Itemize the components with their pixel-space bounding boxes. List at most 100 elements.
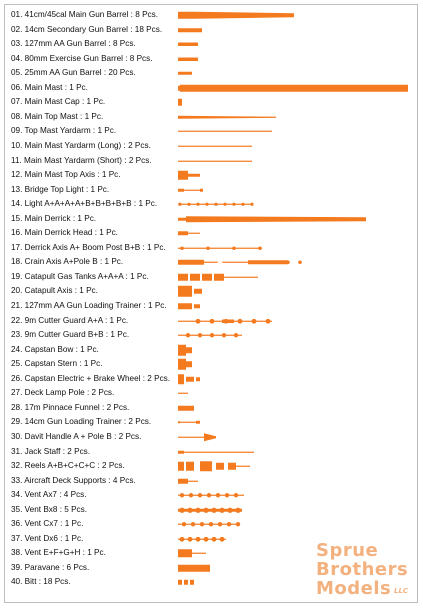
part-row: 37. Vent Dx6 : 1 Pc.: [0, 532, 423, 547]
part-illustration: [178, 260, 302, 266]
part-row: 13. Bridge Top Light : 1 Pc.: [0, 183, 423, 198]
part-illustration: [178, 202, 254, 206]
part-row: 04. 80mm Exercise Gun Barrel : 8 Pcs.: [0, 52, 423, 67]
part-illustration: [178, 57, 198, 61]
part-label: 01. 41cm/45cal Main Gun Barrel : 8 Pcs.: [11, 10, 158, 19]
part-row: 23. 9m Cutter Guard B+B : 1 Pc.: [0, 328, 423, 343]
part-row: 30. Davit Handle A + Pole B : 2 Pcs.: [0, 430, 423, 445]
part-row: 40. Bitt : 18 Pcs.: [0, 575, 423, 590]
part-illustration: [178, 286, 202, 298]
part-row: 11. Main Mast Yardarm (Short) : 2 Pcs.: [0, 154, 423, 169]
part-illustration: [178, 564, 210, 572]
part-label: 20. Catapult Axis : 1 Pc.: [11, 286, 98, 296]
part-illustration: [178, 99, 182, 107]
part-row: 17. Derrick Axis A+ Boom Post B+B : 1 Pc…: [0, 241, 423, 256]
part-row: 16. Main Derrick Head : 1 Pc.: [0, 226, 423, 241]
part-illustration: [178, 131, 272, 133]
part-row: 08. Main Top Mast : 1 Pc.: [0, 110, 423, 125]
part-label: 22. 9m Cutter Guard A+A : 1 Pc.: [11, 315, 129, 325]
watermark-logo: Sprue Brothers Models LLC: [316, 542, 416, 604]
part-illustration: [178, 84, 408, 92]
part-label: 06. Main Mast : 1 Pc.: [11, 82, 88, 92]
part-illustration: [178, 536, 226, 542]
part-label: 11. Main Mast Yardarm (Short) : 2 Pcs.: [11, 155, 152, 165]
part-row: 01. 41cm/45cal Main Gun Barrel : 8 Pcs.: [0, 8, 423, 23]
part-illustration: [178, 478, 198, 484]
part-label: 32. Reels A+B+C+C+C : 2 Pcs.: [11, 461, 125, 471]
part-label: 04. 80mm Exercise Gun Barrel : 8 Pcs.: [11, 53, 153, 63]
part-illustration: [178, 433, 216, 442]
part-row: 36. Vent Cx7 : 1 Pc.: [0, 517, 423, 532]
part-row: 02. 14cm Secondary Gun Barrel : 18 Pcs.: [0, 23, 423, 38]
watermark-line-2: Brothers: [316, 559, 409, 580]
part-label: 39. Paravane : 6 Pcs.: [11, 562, 90, 572]
part-row: 39. Paravane : 6 Pcs.: [0, 561, 423, 576]
part-illustration: [178, 318, 272, 324]
part-row: 10. Main Mast Yardarm (Long) : 2 Pcs.: [0, 139, 423, 154]
part-label: 02. 14cm Secondary Gun Barrel : 18 Pcs.: [11, 24, 163, 34]
part-row: 09. Top Mast Yardarm : 1 Pc.: [0, 124, 423, 139]
part-label: 16. Main Derrick Head : 1 Pc.: [11, 228, 118, 238]
part-label: 40. Bitt : 18 Pcs.: [11, 577, 71, 587]
part-label: 34. Vent Ax7 : 4 Pcs.: [11, 490, 87, 500]
part-row: 33. Aircraft Deck Supports : 4 Pcs.: [0, 474, 423, 489]
part-illustration: [178, 188, 203, 192]
part-row: 31. Jack Staff : 2 Pcs.: [0, 445, 423, 460]
part-illustration: [178, 273, 258, 281]
part-row: 06. Main Mast : 1 Pc.: [0, 81, 423, 96]
part-label: 15. Main Derrick : 1 Pc.: [11, 213, 97, 223]
part-label: 37. Vent Dx6 : 1 Pc.: [11, 533, 84, 543]
part-row: 12. Main Mast Top Axis : 1 Pc.: [0, 168, 423, 183]
part-label: 36. Vent Cx7 : 1 Pc.: [11, 519, 84, 529]
part-illustration: [178, 522, 241, 527]
part-label: 05. 25mm AA Gun Barrel : 20 Pcs.: [11, 68, 136, 78]
part-row: 15. Main Derrick : 1 Pc.: [0, 212, 423, 227]
part-illustration: [178, 421, 200, 425]
watermark-suffix: LLC: [394, 587, 409, 595]
part-row: 03. 127mm AA Gun Barrel : 8 Pcs.: [0, 37, 423, 52]
part-illustration: [178, 115, 276, 119]
part-row: 38. Vent E+F+G+H : 1 Pc.: [0, 546, 423, 561]
part-illustration: [178, 493, 244, 498]
part-label: 12. Main Mast Top Axis : 1 Pc.: [11, 170, 121, 180]
part-label: 07. Main Mast Cap : 1 Pc.: [11, 97, 106, 107]
part-label: 23. 9m Cutter Guard B+B : 1 Pc.: [11, 330, 130, 340]
part-illustration: [178, 507, 242, 513]
part-illustration: [178, 344, 192, 356]
part-row: 34. Vent Ax7 : 4 Pcs.: [0, 488, 423, 503]
part-label: 14. Light A+A+A+A+B+B+B+B+B : 1 Pc.: [11, 199, 158, 209]
part-row: 28. 17m Pinnace Funnel : 2 Pcs.: [0, 401, 423, 416]
part-illustration: [178, 71, 192, 75]
part-row: 27. Deck Lamp Pole : 2 Pcs.: [0, 386, 423, 401]
part-row: 21. 127mm AA Gun Loading Trainer : 1 Pc.: [0, 299, 423, 314]
part-illustration: [178, 374, 200, 384]
part-label: 19. Catapult Gas Tanks A+A+A : 1 Pc.: [11, 271, 149, 281]
part-label: 17. Derrick Axis A+ Boom Post B+B : 1 Pc…: [11, 242, 166, 252]
part-illustration: [178, 215, 366, 222]
part-illustration: [178, 170, 200, 180]
part-illustration: [178, 549, 206, 558]
part-illustration: [178, 580, 194, 586]
part-illustration: [178, 461, 250, 472]
part-label: 27. Deck Lamp Pole : 2 Pcs.: [11, 388, 115, 398]
part-label: 08. Main Top Mast : 1 Pc.: [11, 111, 104, 121]
part-row: 14. Light A+A+A+A+B+B+B+B+B : 1 Pc.: [0, 197, 423, 212]
part-illustration: [178, 231, 200, 236]
part-label: 21. 127mm AA Gun Loading Trainer : 1 Pc.: [11, 301, 167, 310]
part-label: 33. Aircraft Deck Supports : 4 Pcs.: [11, 475, 136, 485]
part-label: 25. Capstan Stern : 1 Pc.: [11, 359, 103, 369]
part-row: 22. 9m Cutter Guard A+A : 1 Pc.: [0, 314, 423, 329]
part-illustration: [178, 246, 262, 250]
part-label: 26. Capstan Electric + Brake Wheel : 2 P…: [11, 373, 171, 383]
part-label: 29. 14cm Gun Loading Trainer : 2 Pcs.: [11, 417, 152, 427]
part-illustration: [178, 405, 194, 411]
part-label: 38. Vent E+F+G+H : 1 Pc.: [11, 548, 106, 558]
part-row: 26. Capstan Electric + Brake Wheel : 2 P…: [0, 372, 423, 387]
part-label: 31. Jack Staff : 2 Pcs.: [11, 446, 91, 456]
part-row: 32. Reels A+B+C+C+C : 2 Pcs.: [0, 459, 423, 474]
part-label: 35. Vent Bx8 : 5 Pcs.: [11, 504, 88, 514]
part-row: 35. Vent Bx8 : 5 Pcs.: [0, 503, 423, 518]
part-row: 07. Main Mast Cap : 1 Pc.: [0, 95, 423, 110]
